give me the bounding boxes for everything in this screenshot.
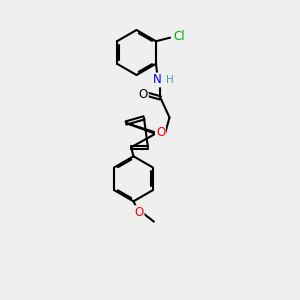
Text: O: O — [139, 88, 148, 101]
Text: H: H — [166, 75, 173, 85]
Text: O: O — [134, 206, 143, 219]
Text: Cl: Cl — [173, 30, 185, 43]
Text: O: O — [156, 126, 165, 140]
Text: N: N — [153, 74, 162, 86]
